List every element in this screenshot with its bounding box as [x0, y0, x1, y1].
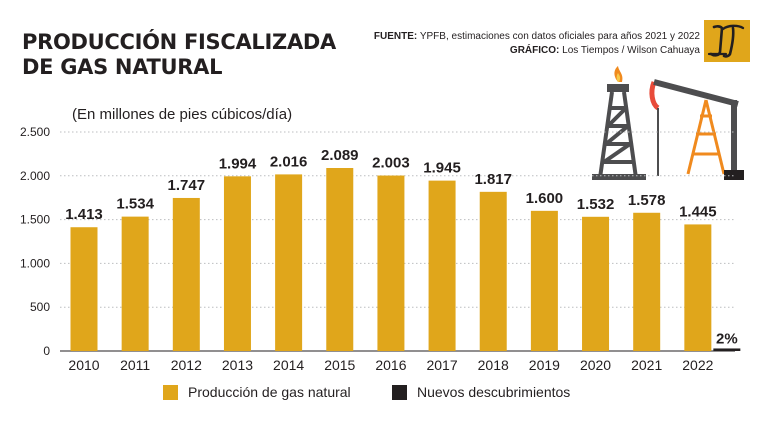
bar-discoveries-2022 — [713, 348, 741, 351]
y-tick-label: 0 — [43, 344, 50, 358]
data-label-2014: 2.016 — [270, 153, 308, 170]
x-tick-label-2017: 2017 — [426, 357, 457, 373]
bar-2014 — [275, 174, 303, 351]
data-label-2017: 1.945 — [423, 160, 461, 177]
bar-2016 — [377, 175, 405, 351]
bar-2022 — [684, 224, 712, 351]
y-tick-label: 1.000 — [20, 256, 50, 270]
bar-2021 — [633, 212, 661, 351]
y-axis-label: (En millones de pies cúbicos/día) — [72, 106, 293, 123]
x-tick-label-2013: 2013 — [222, 357, 253, 373]
bar-2017 — [428, 180, 456, 351]
x-tick-label-2014: 2014 — [273, 357, 304, 373]
data-label-2016: 2.003 — [372, 155, 410, 172]
chart-title: PRODUCCIÓN FISCALIZADA DE GAS NATURAL — [22, 30, 336, 80]
data-label-2015: 2.089 — [321, 147, 359, 164]
bar-2011 — [121, 216, 149, 351]
legend-item-production: Producción de gas natural — [163, 384, 351, 400]
credits: FUENTE: YPFB, estimaciones con datos ofi… — [374, 30, 700, 58]
source-text: YPFB, estimaciones con datos oficiales p… — [417, 31, 700, 42]
legend-label-discoveries: Nuevos descubrimientos — [417, 384, 571, 400]
y-tick-label: 2.000 — [20, 169, 50, 183]
x-tick-label-2020: 2020 — [580, 357, 611, 373]
x-tick-label-2019: 2019 — [529, 357, 560, 373]
data-label-2022: 1.445 — [679, 203, 717, 220]
bar-2019 — [530, 210, 558, 351]
y-tick-label: 1.500 — [20, 213, 50, 227]
y-tick-label: 500 — [30, 300, 50, 314]
bar-2012 — [172, 197, 200, 351]
data-label-2018: 1.817 — [474, 171, 512, 188]
title-line-2: DE GAS NATURAL — [22, 55, 223, 79]
oil-rig-and-pumpjack-icon — [592, 66, 744, 180]
legend-swatch-discoveries — [392, 384, 407, 400]
graphic-credit: GRÁFICO: Los Tiempos / Wilson Cahuaya — [374, 44, 700, 58]
data-label-2012: 1.747 — [168, 177, 206, 194]
x-tick-label-2012: 2012 — [171, 357, 202, 373]
legend-swatch-production — [163, 384, 178, 400]
legend-label-production: Producción de gas natural — [188, 384, 351, 400]
x-tick-label-2022: 2022 — [682, 357, 713, 373]
los-tiempos-logo-icon — [704, 20, 750, 62]
data-label-discoveries: 2% — [716, 330, 738, 347]
data-label-2010: 1.413 — [65, 206, 103, 223]
bar-2013 — [223, 176, 251, 351]
legend-item-discoveries: Nuevos descubrimientos — [392, 384, 570, 400]
x-tick-label-2016: 2016 — [375, 357, 406, 373]
x-tick-label-2015: 2015 — [324, 357, 355, 373]
x-tick-label-2021: 2021 — [631, 357, 662, 373]
bar-2018 — [479, 191, 507, 351]
data-label-2019: 1.600 — [526, 190, 564, 207]
data-label-2013: 1.994 — [219, 155, 257, 172]
graphic-text: Los Tiempos / Wilson Cahuaya — [559, 45, 700, 56]
bar-2020 — [582, 216, 610, 351]
source-label: FUENTE: — [373, 31, 418, 42]
data-label-2020: 1.532 — [577, 196, 615, 213]
bar-2015 — [326, 168, 354, 351]
x-tick-label-2018: 2018 — [478, 357, 509, 373]
bar-2010 — [70, 227, 98, 351]
source-credit: FUENTE: YPFB, estimaciones con datos ofi… — [374, 30, 700, 44]
data-label-2011: 1.534 — [116, 196, 154, 213]
x-tick-label-2010: 2010 — [68, 357, 99, 373]
data-label-2021: 1.578 — [628, 192, 666, 209]
title-line-1: PRODUCCIÓN FISCALIZADA — [22, 30, 336, 54]
y-tick-label: 2.500 — [20, 125, 50, 139]
x-tick-label-2011: 2011 — [120, 357, 150, 373]
graphic-label: GRÁFICO: — [509, 45, 560, 56]
